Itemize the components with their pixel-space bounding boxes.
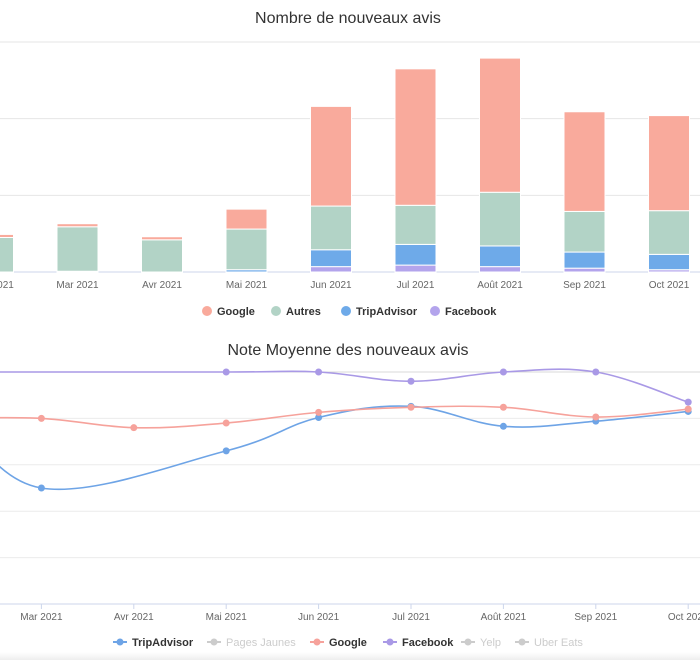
- bar-autres: [394, 204, 437, 245]
- line-legend: TripAdvisor Pages Jaunes Google Facebook Yel…: [113, 637, 583, 649]
- point-facebook: [315, 368, 323, 376]
- x-tick-label: Août 2021: [477, 280, 523, 291]
- bar-autres: [310, 205, 352, 251]
- bar-autres: [479, 191, 521, 247]
- point-facebook: [684, 398, 692, 406]
- legend-item-google[interactable]: Google: [329, 637, 367, 649]
- point-facebook: [407, 377, 415, 385]
- legend-marker-icon: [116, 638, 124, 646]
- line-facebook: [0, 368, 689, 403]
- line-google: [0, 405, 689, 429]
- line-gridlines: [0, 371, 700, 609]
- point-facebook: [592, 368, 600, 376]
- legend-marker-icon: [518, 638, 526, 646]
- point-facebook: [499, 368, 507, 376]
- x-tick-label: Sep 2021: [563, 280, 606, 291]
- legend-item-yelp[interactable]: Yelp: [480, 637, 501, 649]
- legend-item-facebook[interactable]: Facebook: [445, 306, 497, 318]
- legend-item-uber-eats[interactable]: Uber Eats: [534, 637, 583, 649]
- bar-legend: Google Autres TripAdvisor Facebook: [202, 306, 497, 318]
- bar-facebook: [563, 267, 606, 273]
- line-chart-title: Note Moyenne des nouveaux avis: [227, 342, 468, 359]
- legend-marker-icon: [202, 306, 212, 316]
- bar-autres: [141, 239, 183, 273]
- point-tripadvisor: [499, 422, 507, 430]
- x-tick-label: Fév 2021: [0, 280, 14, 291]
- x-tick-label: Sep 2021: [574, 612, 617, 623]
- x-tick-label: Jun 2021: [298, 612, 340, 623]
- bar-tripadvisor: [563, 251, 606, 269]
- legend-item-google[interactable]: Google: [217, 306, 255, 318]
- x-tick-label: Oct 2021: [649, 280, 690, 291]
- legend-marker-icon: [464, 638, 472, 646]
- x-tick-label: Août 2021: [481, 612, 527, 623]
- legend-marker-icon: [210, 638, 218, 646]
- x-tick-label: Avr 2021: [142, 280, 182, 291]
- x-tick-label: Mar 2021: [20, 612, 63, 623]
- point-google: [37, 414, 45, 422]
- bar-tripadvisor: [394, 243, 437, 266]
- bar-google: [0, 233, 14, 239]
- x-tick-label: Avr 2021: [114, 612, 154, 623]
- bar-google: [56, 223, 99, 228]
- legend-item-autres[interactable]: Autres: [286, 306, 321, 318]
- x-tick-label: Mar 2021: [56, 280, 99, 291]
- legend-item-tripadvisor[interactable]: TripAdvisor: [356, 306, 418, 318]
- bar-autres: [0, 237, 14, 273]
- bar-google: [479, 57, 521, 193]
- bar-google: [648, 115, 690, 212]
- bar-chart-title: Nombre de nouveaux avis: [255, 10, 441, 27]
- legend-item-pages-jaunes[interactable]: Pages Jaunes: [226, 637, 296, 649]
- point-google: [592, 413, 600, 421]
- bar-google: [310, 105, 352, 207]
- bar-autres: [56, 226, 99, 272]
- footer-shadow: [0, 652, 700, 660]
- bar-facebook: [479, 266, 521, 273]
- point-google: [315, 408, 323, 416]
- x-tick-label: Jul 2021: [392, 612, 430, 623]
- bar-tripadvisor: [479, 245, 521, 268]
- x-tick-label: Mai 2021: [206, 612, 248, 623]
- bar-facebook: [394, 264, 437, 273]
- bar-tripadvisor: [648, 253, 690, 271]
- x-tick-label: Jun 2021: [310, 280, 352, 291]
- bar-tripadvisor: [310, 249, 352, 268]
- legend-marker-icon: [313, 638, 321, 646]
- point-google: [222, 419, 230, 427]
- legend-marker-icon: [341, 306, 351, 316]
- legend-marker-icon: [271, 306, 281, 316]
- bar-google: [141, 236, 183, 241]
- point-tripadvisor: [315, 413, 323, 421]
- point-google: [499, 403, 507, 411]
- x-tick-label: Oct 2021: [668, 612, 700, 623]
- point-google: [407, 403, 415, 411]
- point-tripadvisor: [222, 447, 230, 455]
- point-tripadvisor: [37, 484, 45, 492]
- legend-item-facebook[interactable]: Facebook: [402, 637, 454, 649]
- x-tick-label: Mai 2021: [226, 280, 268, 291]
- bar-google: [394, 68, 437, 206]
- legend-marker-icon: [386, 638, 394, 646]
- bar-google: [563, 111, 606, 212]
- point-google: [684, 405, 692, 413]
- bar-autres: [648, 210, 690, 255]
- x-tick-label: Jul 2021: [397, 280, 435, 291]
- bar-autres: [225, 228, 268, 271]
- bar-autres: [563, 210, 606, 253]
- bar-series: [0, 57, 690, 273]
- line-series: [0, 368, 692, 492]
- legend-marker-icon: [430, 306, 440, 316]
- point-google: [130, 424, 138, 432]
- point-facebook: [222, 368, 230, 376]
- bar-google: [225, 208, 268, 230]
- bar-facebook: [310, 266, 352, 273]
- bar-x-axis-ticks: Fév 2021 Mar 2021 Avr 2021 Mai 2021 Jun 2021…: [0, 280, 690, 291]
- legend-item-tripadvisor[interactable]: TripAdvisor: [132, 637, 194, 649]
